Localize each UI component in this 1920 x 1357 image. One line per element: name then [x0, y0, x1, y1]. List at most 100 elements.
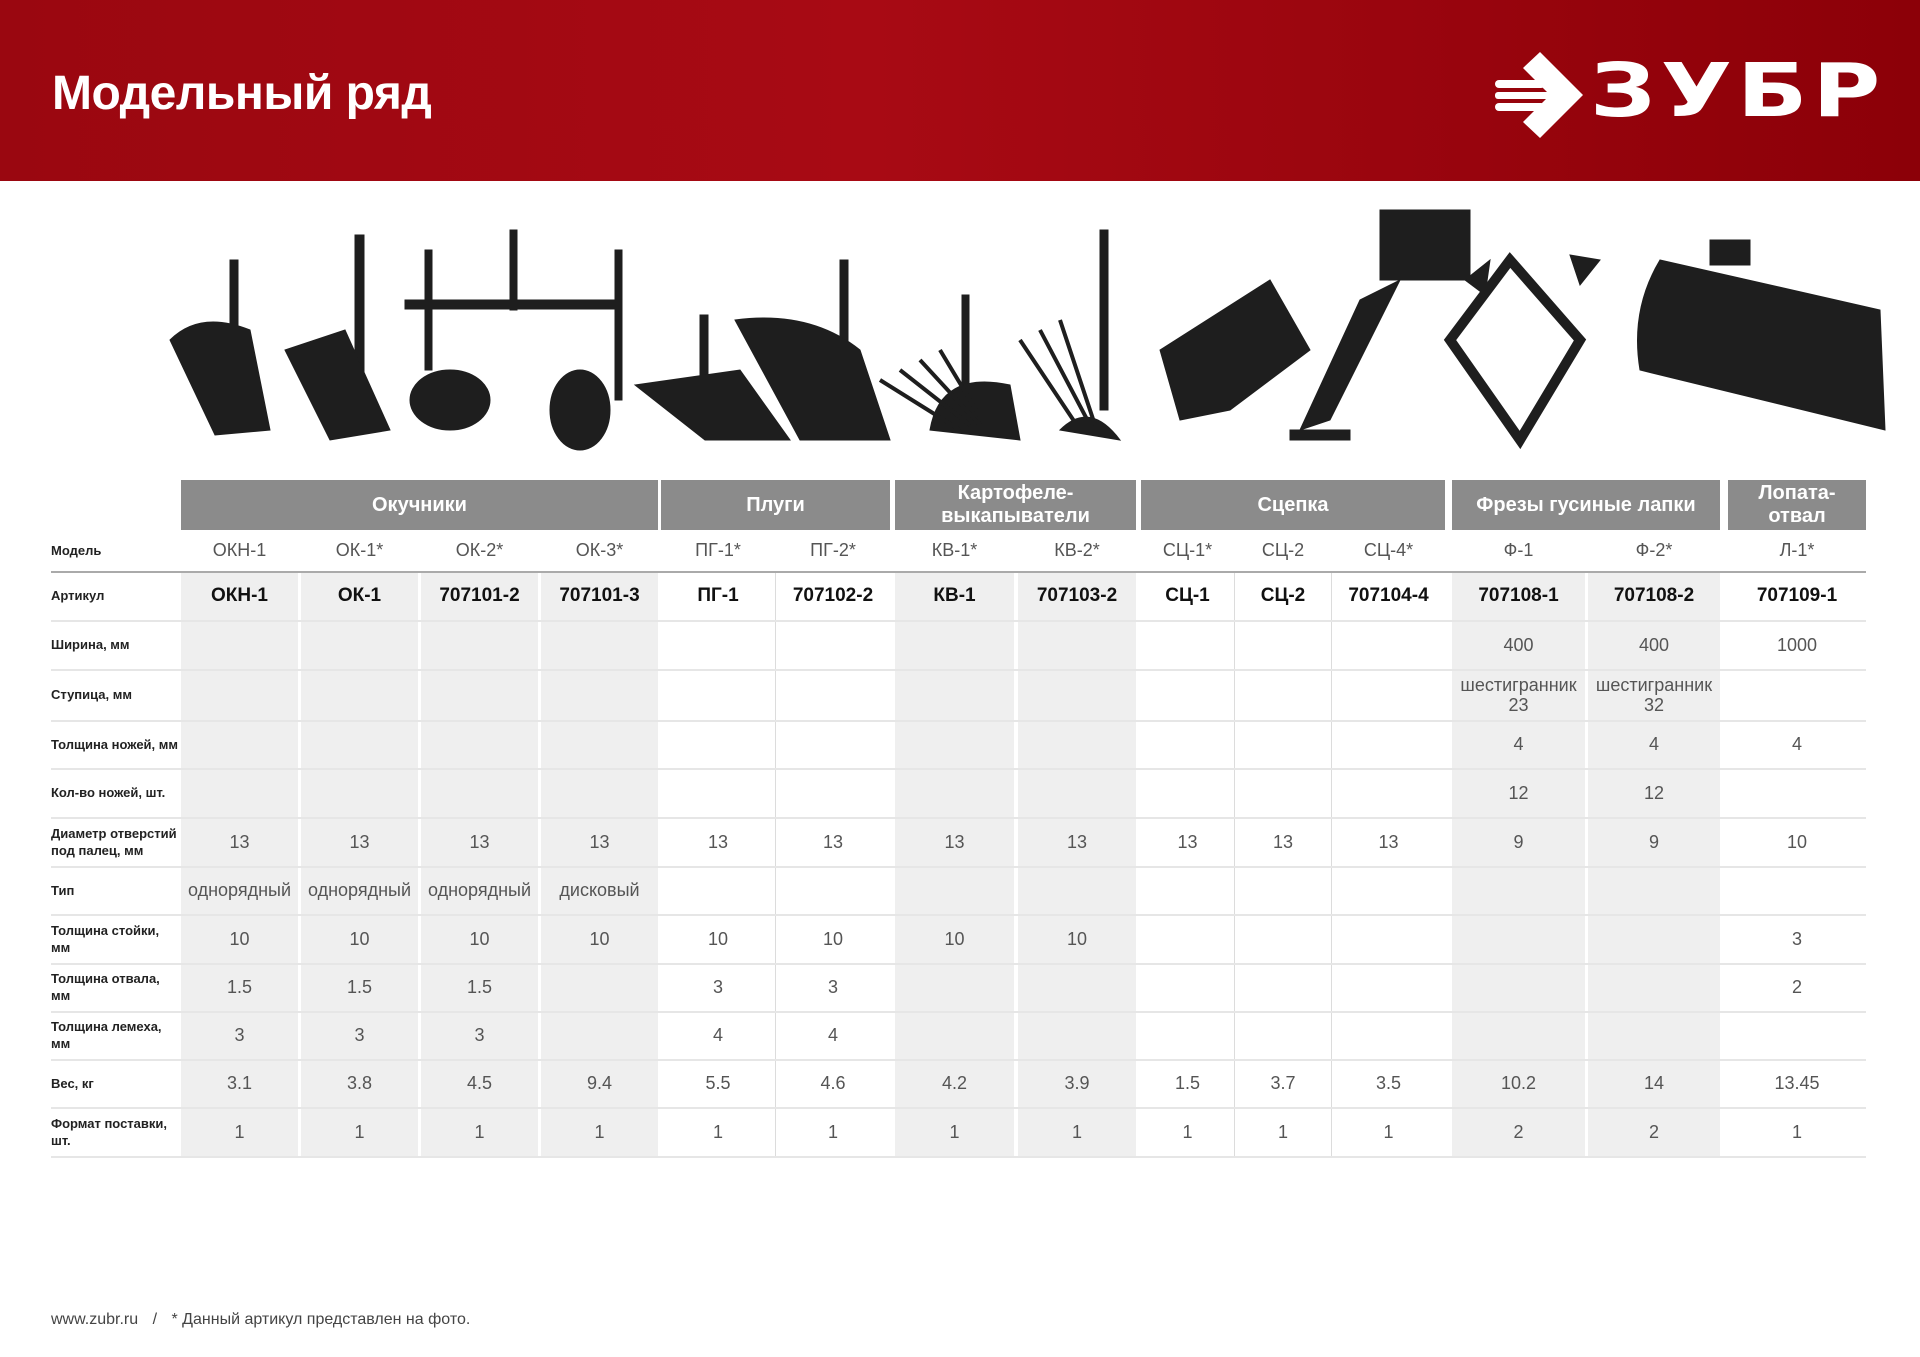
table-cell: 2 [1648, 1121, 1659, 1142]
ok1-photo [284, 234, 391, 441]
sc2-sc4-photo [1289, 209, 1471, 441]
column-divider [1331, 572, 1332, 1157]
article-number: КВ-1 [933, 585, 976, 607]
table-cell: 12 [1508, 782, 1529, 803]
zubr-logo-emblem-icon [1495, 52, 1583, 138]
table-cell: 4.6 [820, 1073, 846, 1094]
f-photo [1443, 252, 1601, 450]
table-cell: 3.8 [346, 1073, 373, 1094]
group-header: Плуги [661, 480, 890, 530]
table-cell: 13 [707, 831, 729, 852]
kv1-photo [878, 294, 1021, 441]
table-cell: 13 [944, 831, 965, 852]
article-number: 707109-1 [1756, 585, 1838, 607]
article-number: 707108-2 [1613, 585, 1695, 607]
table-cell: 3.7 [1270, 1073, 1296, 1094]
product-photos [169, 209, 1886, 451]
row-divider [51, 963, 1866, 965]
row-label: Тип [51, 882, 75, 898]
model-name: ПГ-2* [810, 540, 856, 561]
table-cell: 1 [1277, 1121, 1288, 1142]
row-label: Кол-во ножей, шт. [51, 785, 166, 801]
row-divider [51, 669, 1866, 671]
table-cell: 4 [712, 1025, 723, 1046]
row-divider [51, 768, 1866, 770]
table-cell: 5.5 [705, 1073, 731, 1094]
table-cell: 13.45 [1774, 1073, 1820, 1094]
table-cell: 1.5 [1174, 1073, 1201, 1094]
table-cell: 3.5 [1375, 1073, 1402, 1094]
header-banner: Модельный ряд ЗУБР [0, 0, 1920, 181]
article-number: 707101-3 [559, 585, 640, 607]
table-cell: 1 [234, 1121, 245, 1142]
table-cell: 13 [1378, 831, 1399, 852]
table-cell: 2 [1791, 977, 1802, 998]
footer-separator: / [152, 1311, 158, 1328]
table-cell: 4 [827, 1025, 838, 1046]
group-header: Сцепка [1141, 480, 1445, 530]
model-name: ОК-2* [455, 540, 504, 561]
table-cell: 4 [1791, 734, 1802, 755]
table-cell: 10 [349, 928, 370, 949]
table-cell: 2 [1513, 1121, 1524, 1142]
article-number: 707104-4 [1348, 585, 1429, 607]
table-cell: 1 [1071, 1121, 1082, 1142]
model-name: КВ-1* [931, 540, 978, 561]
article-number: 707103-2 [1036, 585, 1118, 607]
row-label: Ступица, мм [51, 687, 132, 703]
model-name: ОК-3* [575, 540, 624, 561]
row-divider [51, 866, 1866, 868]
table-cell: однорядный [307, 880, 412, 901]
article-number: ОК-1 [337, 585, 382, 607]
site-link[interactable]: www.zubr.ru [51, 1311, 139, 1328]
model-name: СЦ-2 [1261, 540, 1305, 561]
row-label: Ширина, мм [51, 637, 130, 653]
row-label: Толщина лемеха, мм [51, 1019, 162, 1051]
row-label: Толщина ножей, мм [51, 736, 178, 752]
table-cell: 1 [949, 1121, 960, 1142]
row-label-article: Артикул [51, 588, 105, 604]
header-divider [51, 571, 1866, 573]
sc1-photo [1159, 279, 1311, 421]
brand-logo-text: ЗУБР [1590, 48, 1886, 134]
row-divider [51, 620, 1866, 622]
model-name: СЦ-4* [1363, 540, 1414, 561]
row-label: Толщина отвала, мм [51, 971, 160, 1003]
model-name: КВ-2* [1054, 540, 1100, 561]
table-cell: 1 [1383, 1121, 1394, 1142]
table-cell: 14 [1643, 1073, 1665, 1094]
table-cell: 3 [712, 977, 723, 998]
table-cell: 10 [589, 928, 610, 949]
table-cell: 13 [1272, 831, 1294, 852]
model-name: ОК-1* [335, 540, 384, 561]
table-cell: 4.5 [466, 1073, 493, 1094]
table-cell: 10 [707, 928, 729, 949]
table-cell: однорядный [187, 880, 292, 901]
page-title: Модельный ряд [52, 67, 432, 120]
pg1-photo [633, 314, 791, 441]
table-cell: 12 [1643, 782, 1665, 803]
table-cell: 13 [349, 831, 370, 852]
table-cell: 1 [1791, 1121, 1802, 1142]
table-cell: 10.2 [1500, 1073, 1537, 1094]
group-header: Лопата- отвал [1728, 480, 1866, 530]
row-divider [51, 914, 1866, 916]
article-number: 707102-2 [792, 585, 874, 607]
footnote: * Данный артикул представлен на фото. [171, 1311, 471, 1328]
table-cell: 400 [1638, 634, 1670, 655]
article-number: 707101-2 [439, 585, 520, 607]
row-label: Вес, кг [51, 1075, 94, 1091]
group-header: Картофеле- выкапыватели [895, 480, 1136, 530]
group-header: Фрезы гусиные лапки [1452, 480, 1720, 530]
article-number: 707108-1 [1478, 585, 1559, 607]
table-cell: 1.5 [226, 977, 253, 998]
article-number: СЦ-1 [1165, 585, 1210, 607]
table-cell: 13 [589, 831, 610, 852]
table-cell: 1 [594, 1121, 605, 1142]
table-cell: 4.2 [941, 1073, 968, 1094]
table-cell: 10 [229, 928, 250, 949]
l1-photo [1637, 239, 1886, 431]
row-label: Формат поставки, шт. [51, 1115, 168, 1148]
table-cell: 9 [1648, 831, 1659, 852]
row-divider [51, 1107, 1866, 1109]
